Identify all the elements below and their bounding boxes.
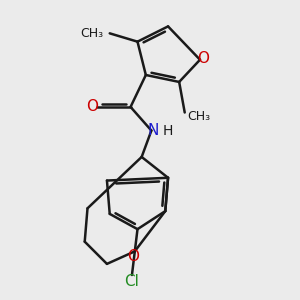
Text: H: H <box>162 124 173 138</box>
Text: O: O <box>86 99 98 114</box>
Text: O: O <box>197 51 209 66</box>
Text: CH₃: CH₃ <box>188 110 211 123</box>
Text: O: O <box>127 249 139 264</box>
Text: N: N <box>147 123 158 138</box>
Text: Cl: Cl <box>124 274 140 289</box>
Text: CH₃: CH₃ <box>80 27 104 40</box>
